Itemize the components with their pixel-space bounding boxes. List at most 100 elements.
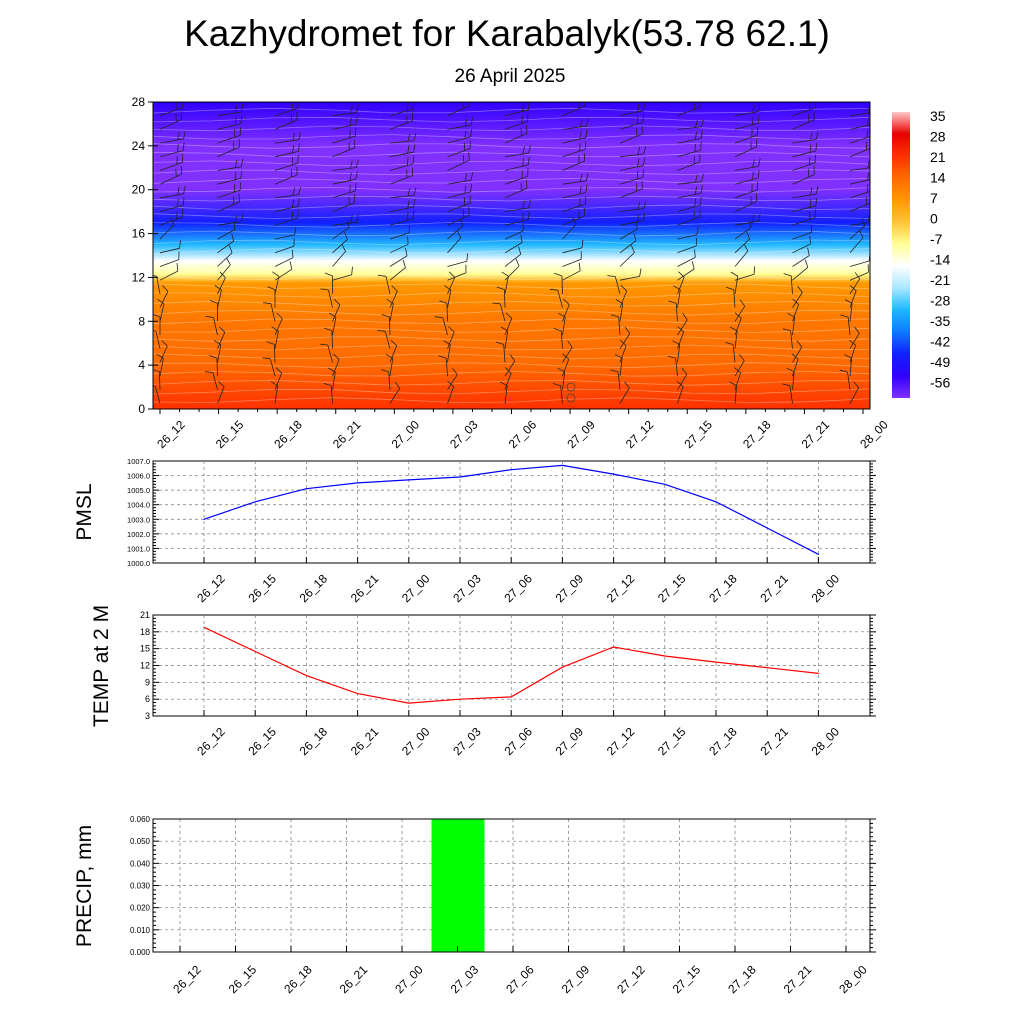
wind-barb-feather <box>694 186 697 195</box>
wind-barb <box>782 383 793 404</box>
wind-barb <box>324 327 333 349</box>
wind-barb <box>504 156 530 171</box>
wind-barb-feather <box>438 355 447 359</box>
wind-barb-feather <box>579 185 582 194</box>
x-tick-label: 27_21 <box>781 962 815 996</box>
x-tick-label: 26_12 <box>170 962 204 996</box>
wind-barb-shaft <box>389 267 406 281</box>
wind-barb-shaft <box>159 216 183 226</box>
wind-barb-feather <box>639 268 642 277</box>
wind-barb-feather <box>637 201 641 210</box>
x-tick-label: 27_12 <box>614 962 648 996</box>
wind-barb-shaft <box>790 330 793 349</box>
pmsl-grid <box>153 461 870 563</box>
wind-barb-shaft <box>792 304 800 322</box>
x-tick-label: 26_15 <box>226 962 260 996</box>
x-tick-label: 27_06 <box>501 571 535 605</box>
wind-barb-shaft <box>734 111 759 117</box>
wind-barb-feather <box>636 170 639 180</box>
wind-barb-feather <box>815 186 819 195</box>
wind-barb <box>332 244 346 267</box>
wind-barb-shaft <box>789 385 793 404</box>
wind-barb <box>323 382 333 404</box>
wind-barb-feather <box>464 130 467 139</box>
wind-barb-shaft <box>619 188 643 199</box>
wind-barb-feather <box>867 160 870 169</box>
wind-barb-shaft <box>217 252 233 267</box>
wind-barb-feather <box>527 102 530 110</box>
wind-barb <box>504 180 528 199</box>
wind-barb-feather <box>240 170 243 179</box>
wind-barb-shaft <box>389 303 394 322</box>
wind-barb <box>562 196 587 212</box>
wind-barb-feather <box>447 380 454 387</box>
wind-barb <box>562 217 577 240</box>
wind-barb-feather <box>228 245 233 253</box>
wind-barb <box>217 127 241 144</box>
wind-barb-shaft <box>560 330 563 349</box>
wind-barb-shaft <box>849 225 866 240</box>
page-title: Kazhydromet for Karabalyk(53.78 62.1) <box>184 13 830 54</box>
wind-barb-feather <box>323 382 332 386</box>
wind-barb-feather <box>668 300 677 304</box>
wind-barb-shaft <box>389 290 398 308</box>
wind-barb-feather <box>292 199 295 208</box>
wind-barb <box>504 125 528 144</box>
wind-barb-shaft <box>447 160 470 171</box>
wind-barb-feather <box>796 340 803 348</box>
wind-barb-shaft <box>675 303 678 322</box>
wind-barb-shaft <box>849 147 870 158</box>
wind-barb-feather <box>809 199 812 208</box>
wind-barb-shaft <box>734 250 749 267</box>
wind-barb <box>217 170 243 185</box>
wind-barb-shaft <box>159 107 183 117</box>
pmsl-data-point <box>254 501 256 503</box>
wind-barb <box>619 339 627 363</box>
wind-barb-shaft <box>734 226 752 240</box>
wind-barb <box>610 369 621 390</box>
wind-barb-feather <box>350 105 353 114</box>
wind-barb-shaft <box>792 266 809 281</box>
colorbar-label: 28 <box>930 129 946 145</box>
wind-barb-feather <box>344 231 348 240</box>
temp2m-data-point <box>561 666 564 668</box>
wind-barb-shaft <box>504 133 528 144</box>
pmsl-y-axis: 1000.0 1001.0 1002.0 1003.0 1004.0 1005.0 1006… <box>127 457 876 568</box>
wind-barb <box>377 274 391 294</box>
wind-barb <box>562 239 584 254</box>
wind-barb-feather <box>783 273 792 277</box>
y-tick-label: 15 <box>140 644 150 654</box>
contour-line <box>153 204 870 211</box>
wind-barb-shaft <box>734 385 737 404</box>
wind-barb-shaft <box>217 332 226 349</box>
pmsl-data-point <box>766 527 768 529</box>
wind-barb-shaft <box>446 303 448 322</box>
wind-barb-feather <box>161 340 168 347</box>
wind-barb <box>389 247 408 267</box>
wind-barb-shaft <box>562 192 586 199</box>
wind-barb <box>619 381 630 404</box>
wind-barb-feather <box>162 285 169 292</box>
wind-barb-shaft <box>504 265 520 281</box>
wind-barb <box>319 343 333 363</box>
wind-barb-shaft <box>217 386 225 404</box>
wind-barb-shaft <box>154 385 161 404</box>
wind-barb-shaft <box>792 139 817 144</box>
wind-barb-feather <box>642 169 644 178</box>
wind-barb <box>792 154 816 171</box>
wind-barb <box>729 326 738 349</box>
wind-barb-shaft <box>619 387 630 404</box>
wind-barb-shaft <box>216 358 218 377</box>
y-tick-label: 28 <box>132 95 146 109</box>
x-tick-label: 28_00 <box>836 962 870 996</box>
wind-barb <box>389 155 415 171</box>
wind-barb-feather <box>637 213 640 222</box>
wind-barb-shaft <box>849 333 860 349</box>
wind-barb <box>274 312 283 336</box>
y-tick-label: 16 <box>132 227 146 241</box>
x-tick-label: 26_21 <box>348 571 382 605</box>
wind-barb-shaft <box>332 167 357 171</box>
wind-barb-feather <box>413 199 416 208</box>
wind-barb-shaft <box>734 372 741 390</box>
x-tick-label: 26_18 <box>297 724 331 758</box>
